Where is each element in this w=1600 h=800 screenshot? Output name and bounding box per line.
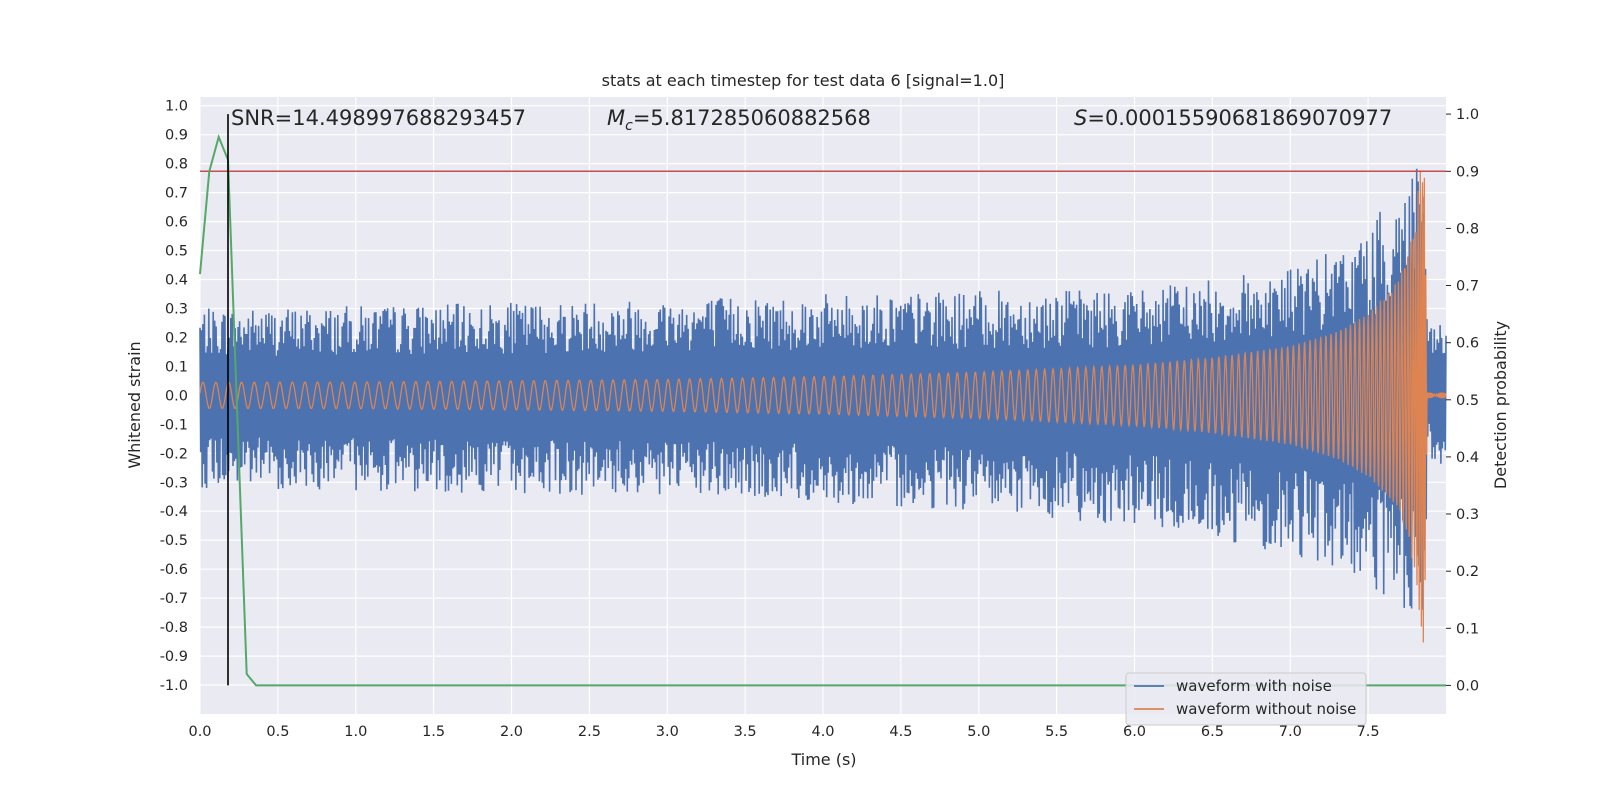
s-value: =0.00015590681869070977 — [1087, 106, 1392, 130]
y-tick-label: -0.8 — [160, 620, 188, 636]
y2-tick-label: 1.0 — [1456, 107, 1479, 123]
x-axis-label: Time (s) — [790, 750, 856, 769]
waveform-with-noise-line — [199, 168, 1447, 610]
y-tick-label: 0.2 — [165, 330, 188, 346]
y-tick-label: -0.4 — [160, 504, 188, 520]
y2-tick-label: 0.9 — [1456, 164, 1479, 180]
mc-value: =5.817285060882568 — [633, 106, 871, 130]
x-tick-label: 6.0 — [1123, 724, 1146, 740]
x-tick-label: 2.5 — [578, 724, 601, 740]
x-tick-label: 5.5 — [1045, 724, 1068, 740]
s-symbol: S — [1074, 106, 1087, 130]
y-tick-label: 0.9 — [165, 128, 188, 144]
y2-tick-label: 0.5 — [1456, 393, 1479, 409]
waveform-without-noise-line — [199, 170, 1447, 643]
mc-symbol: M — [607, 106, 625, 130]
y2-tick-label: 0.3 — [1456, 507, 1479, 523]
x-tick-label: 3.5 — [734, 724, 757, 740]
mc-subscript: c — [625, 118, 633, 134]
y-tick-label: -0.3 — [160, 475, 188, 491]
x-tick-label: 7.0 — [1279, 724, 1302, 740]
legend-frame — [1125, 672, 1367, 726]
x-tick-label: 4.0 — [811, 724, 834, 740]
y2-tick-label: 0.0 — [1456, 678, 1479, 694]
x-tick-label: 7.5 — [1357, 724, 1380, 740]
y-tick-label: 0.8 — [165, 157, 188, 173]
legend-label-with-noise: waveform with noise — [1176, 677, 1332, 695]
x-tick-label: 1.0 — [344, 724, 367, 740]
y2-tick-label: 0.4 — [1456, 450, 1479, 466]
snr-annotation: SNR=14.498997688293457 — [231, 106, 526, 130]
y2-tick-label: 0.6 — [1456, 336, 1479, 352]
y-tick-label: 0.3 — [165, 302, 188, 318]
x-tick-label: 3.0 — [656, 724, 679, 740]
y-tick-label: -0.6 — [160, 562, 188, 578]
y2-tick-label: 0.2 — [1456, 564, 1479, 580]
x-tick-label: 2.0 — [500, 724, 523, 740]
x-tick-label: 0.5 — [266, 724, 289, 740]
legend-label-without-noise: waveform without noise — [1176, 700, 1356, 718]
s-annotation: S=0.00015590681869070977 — [1074, 106, 1392, 130]
y-tick-label: -1.0 — [160, 678, 188, 694]
y-tick-label: -0.9 — [160, 649, 188, 665]
y-tick-label: 0.5 — [165, 244, 188, 260]
ticks: 0.0 0.5 1.0 1.5 2.0 2.5 3.0 3.5 4.0 4.5 5.0 5.5 6.0 6… — [160, 99, 1479, 740]
chirp-mass-annotation: Mc=5.817285060882568 — [607, 106, 871, 134]
y-tick-label: -0.5 — [160, 533, 188, 549]
y-tick-label: 0.6 — [165, 215, 188, 231]
legend: waveform with noise waveform without noi… — [1125, 672, 1367, 726]
y2-axis-label: Detection probability — [1491, 321, 1510, 489]
y-tick-label: 0.7 — [165, 186, 188, 202]
x-tick-label: 5.0 — [967, 724, 990, 740]
y2-tick-label: 0.7 — [1456, 279, 1479, 295]
series-layer — [199, 114, 1447, 687]
y-tick-label: -0.1 — [160, 417, 188, 433]
y2-tick-label: 0.1 — [1456, 621, 1479, 637]
x-tick-label: 6.5 — [1201, 724, 1224, 740]
x-tick-label: 0.0 — [188, 724, 211, 740]
y2-tick-label: 0.8 — [1456, 221, 1479, 237]
x-tick-label: 4.5 — [889, 724, 912, 740]
y-tick-label: 0.0 — [165, 388, 188, 404]
y-tick-label: -0.2 — [160, 446, 188, 462]
x-tick-label: 1.5 — [422, 724, 445, 740]
y-tick-label: 0.4 — [165, 273, 188, 289]
y-axis-label: Whitened strain — [125, 341, 144, 468]
y-tick-label: 1.0 — [165, 99, 188, 115]
y-tick-label: -0.7 — [160, 591, 188, 607]
chart-title: stats at each timestep for test data 6 [… — [602, 71, 1005, 90]
y-tick-label: 0.1 — [165, 359, 188, 375]
